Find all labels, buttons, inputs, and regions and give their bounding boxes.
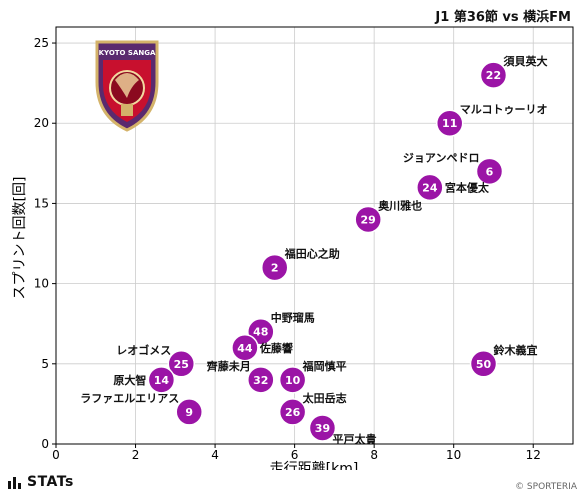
point-marker [308, 414, 337, 442]
player-number-label: 29 [361, 213, 376, 226]
data-point: 24 宮本優太 [416, 173, 490, 202]
axes [55, 26, 574, 445]
player-name-label: 鈴木義宜 [494, 343, 538, 357]
y-axis-label: スプリント回数[回] [12, 177, 28, 300]
player-number-label: 50 [476, 358, 492, 371]
player-name-label: 原大智 [113, 373, 146, 387]
point-marker [475, 157, 504, 186]
player-number-label: 25 [174, 358, 189, 371]
point-marker [260, 253, 289, 282]
player-name-label: マルコトゥーリオ [460, 103, 548, 116]
player-name-label: 齊藤未月 [206, 359, 251, 373]
x-tick-label: 0 [52, 448, 60, 462]
player-number-label: 10 [285, 374, 301, 387]
player-name-label: 奥川雅也 [377, 198, 422, 212]
credit-text: © SPORTERIA [515, 482, 577, 492]
point-marker [435, 109, 464, 137]
player-number-label: 44 [237, 342, 253, 355]
y-tick-label: 10 [34, 277, 49, 291]
point-marker [416, 173, 444, 202]
player-number-label: 24 [422, 181, 438, 194]
player-number-label: 11 [442, 117, 457, 130]
x-axis-label: 走行距離[km] [270, 460, 359, 470]
club-crest-icon: KYOTO SANGA [95, 40, 159, 132]
x-tick-label: 12 [526, 448, 541, 462]
x-tick-label: 6 [291, 448, 299, 462]
point-marker [231, 334, 259, 362]
player-name-label: 福岡慎平 [302, 359, 347, 373]
x-tick-label: 2 [132, 448, 140, 462]
data-point: 6 ジョアンペドロ [403, 151, 504, 186]
player-name-label: 太田岳志 [302, 391, 347, 405]
point-marker [167, 350, 196, 378]
player-number-label: 39 [315, 422, 330, 435]
stats-logo: STATs [8, 474, 74, 490]
point-marker [479, 61, 508, 89]
data-point: 2 福田心之助 [260, 247, 340, 282]
point-marker [278, 366, 307, 394]
player-number-label: 48 [253, 326, 268, 339]
point-marker [147, 366, 176, 394]
player-name-label: ジョアンペドロ [403, 151, 480, 164]
player-number-label: 6 [486, 165, 494, 178]
player-name-label: レオゴメス [116, 343, 171, 357]
player-number-label: 14 [154, 374, 170, 387]
player-name-label: 平戸太貴 [332, 432, 376, 446]
point-marker [469, 350, 498, 378]
player-number-label: 22 [486, 69, 501, 82]
data-point: 9 ラファエルエリアス [80, 392, 203, 426]
x-tick-label: 4 [211, 448, 219, 462]
data-point: 44 佐藤響 [231, 334, 293, 362]
player-number-label: 9 [185, 406, 193, 419]
point-marker [175, 398, 203, 426]
player-name-label: 中野瑠馬 [271, 311, 315, 325]
bar-logo-icon [8, 477, 21, 489]
svg-text:KYOTO SANGA: KYOTO SANGA [99, 49, 156, 57]
y-tick-label: 0 [41, 437, 49, 451]
y-tick-label: 25 [34, 36, 49, 50]
player-name-label: 佐藤響 [259, 341, 293, 355]
point-marker [354, 205, 382, 234]
point-marker [278, 398, 307, 426]
chart-title: J1 第36節 vs 横浜FM [435, 10, 571, 25]
y-tick-label: 5 [41, 357, 49, 371]
player-number-label: 32 [253, 374, 268, 387]
y-tick-label: 20 [34, 116, 49, 130]
data-point: 14 原大智 [113, 366, 176, 394]
x-tick-label: 8 [370, 448, 378, 462]
point-marker [247, 366, 275, 394]
player-name-label: 須貝英大 [502, 54, 547, 68]
player-number-label: 2 [271, 262, 279, 275]
player-number-label: 26 [285, 406, 301, 419]
brand-name: STATs [27, 474, 74, 490]
player-name-label: 宮本優太 [445, 180, 490, 194]
plot-frame [55, 26, 574, 445]
player-name-label: 福田心之助 [284, 247, 340, 261]
player-name-label: ラファエルエリアス [80, 392, 179, 405]
y-tick-label: 15 [34, 196, 49, 210]
x-tick-label: 10 [446, 448, 461, 462]
